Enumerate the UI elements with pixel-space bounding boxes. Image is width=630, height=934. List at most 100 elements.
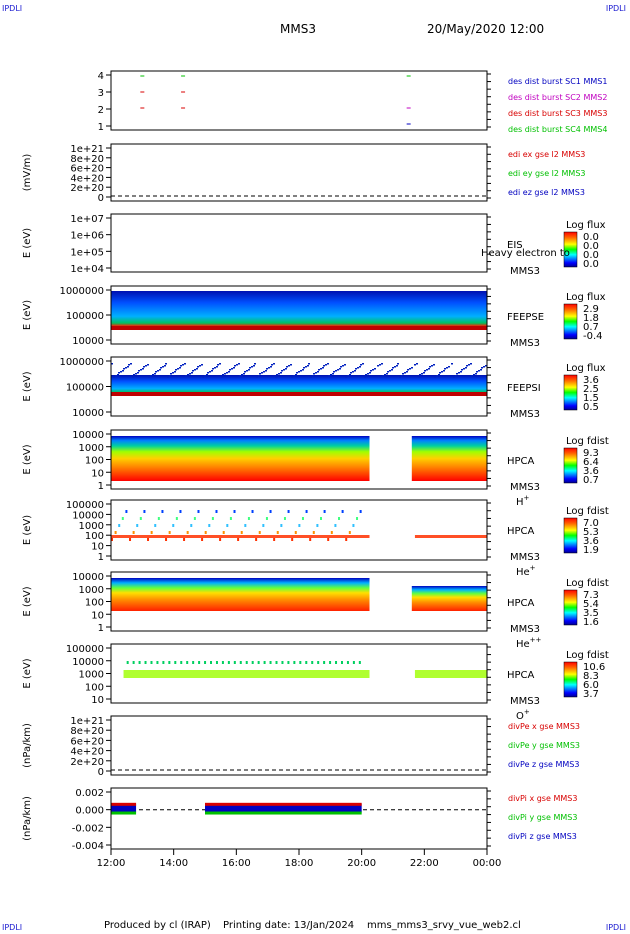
- feepsi-speckle: [418, 376, 420, 378]
- y-tick-label: 0: [98, 193, 104, 204]
- colorbar-tick: 1.5: [583, 393, 599, 404]
- legend-entry: des dist burst SC4 MMS4: [508, 125, 607, 134]
- y-tick-label: 1e+05: [70, 247, 104, 258]
- legend-entry: divPi y gse MMS3: [508, 813, 577, 822]
- panel-frame: [110, 787, 488, 850]
- feepsi-speckle: [357, 367, 359, 369]
- feepsi-speckle: [127, 366, 129, 368]
- feepsi-speckle: [364, 376, 366, 378]
- colorbar-tick: 3.6: [583, 536, 599, 547]
- hpca-o-speck: [275, 661, 278, 664]
- hpca-o-speck: [156, 661, 159, 664]
- colorbar-tick: 8.3: [583, 671, 599, 682]
- feepsi-speckle: [409, 368, 411, 370]
- hpca-o-speck: [227, 661, 230, 664]
- feepsi-speckle: [212, 368, 214, 370]
- y-axis-label: E (eV): [22, 515, 33, 545]
- feepsi-speckle: [283, 369, 285, 371]
- colorbar-tick: 0.0: [583, 250, 599, 261]
- feepsi-speckle: [429, 366, 431, 368]
- y-tick-label: 1000: [79, 521, 104, 532]
- feepsi-speckle: [172, 372, 174, 374]
- feepsi-speckle: [159, 369, 161, 371]
- feepsi-speckle: [453, 376, 455, 378]
- feepsi-speckle: [194, 369, 196, 371]
- y-tick-label: 100: [85, 456, 104, 467]
- hpca-he-speck: [247, 517, 250, 520]
- feepsi-speckle: [185, 375, 187, 377]
- hpca-he-speck: [301, 517, 304, 520]
- y-tick-label: 1: [98, 552, 104, 563]
- hpca-o-speck: [245, 661, 248, 664]
- y-tick-label: 10000: [72, 336, 104, 347]
- hpca-he-speck: [251, 510, 254, 513]
- hpca-o-speck: [174, 661, 177, 664]
- hpca-o-band: [123, 670, 370, 678]
- feepsi-speckle: [132, 376, 134, 378]
- hpca-he-speck: [269, 510, 272, 513]
- feepsi-speckle: [468, 364, 470, 366]
- feepsi-speckle: [481, 367, 483, 369]
- hpca-he-speck: [157, 517, 160, 520]
- feepsi-speckle: [248, 369, 250, 371]
- x-tick-label: 16:00: [222, 858, 251, 869]
- feepsi-speckle: [394, 366, 396, 368]
- hpca-he-speck: [147, 538, 150, 541]
- legend-entry: edi ey gse l2 MMS3: [508, 169, 586, 178]
- hpca-he-speck: [327, 538, 330, 541]
- feepsi-speckle: [381, 363, 383, 365]
- y-tick-label: 1e+21: [70, 716, 104, 727]
- feepsi-speckle: [290, 364, 292, 366]
- feepsi-speckle: [254, 363, 256, 365]
- feepsi-speckle: [111, 363, 113, 365]
- divpi-z-trace: [205, 803, 362, 813]
- hpca-he-speck: [287, 510, 290, 513]
- species-label: H+: [516, 494, 530, 508]
- feepsi-speckle: [340, 366, 342, 368]
- feepsi-speckle: [221, 376, 223, 378]
- feepsi-speckle: [419, 374, 421, 376]
- feepsi-speckle: [214, 367, 216, 369]
- feepsi-speckle: [152, 374, 154, 376]
- hpca-o-speck: [329, 661, 332, 664]
- feepsi-speckle: [224, 373, 226, 375]
- divpi-y-trace: [205, 811, 362, 815]
- feepsi-speckle: [323, 365, 325, 367]
- feepsi-speckle: [476, 371, 478, 373]
- hpca-he-speck: [121, 517, 124, 520]
- colorbar-tick: 7.3: [583, 590, 599, 601]
- feepsi-speckle: [276, 374, 278, 376]
- feepsi-speckle: [291, 376, 293, 378]
- feepsi-speckle: [315, 372, 317, 374]
- feepsi-speckle: [278, 373, 280, 375]
- y-tick-label: 6e+20: [70, 164, 104, 175]
- feepsi-speckle: [233, 367, 235, 369]
- feepsi-speckle: [209, 371, 211, 373]
- feepsi-speckle: [471, 375, 473, 377]
- feepsi-speckle: [391, 369, 393, 371]
- feepsi-speckle: [441, 371, 443, 373]
- legend-entry: divPe z gse MMS3: [508, 760, 579, 769]
- feepsi-speckle: [123, 368, 125, 370]
- colorbar-tick: 1.6: [583, 617, 599, 628]
- panel-feepse: 1000000 100000 10000 E (eV) FEEPSE MMS3 Log fl…: [22, 285, 606, 349]
- legend-entry: divPe y gse MMS3: [508, 741, 580, 750]
- feepsi-speckle: [142, 368, 144, 370]
- corner-tag-bottom-right: IPDLI: [605, 923, 626, 932]
- feepsi-speckle: [155, 371, 157, 373]
- y-tick-label: 10: [91, 542, 104, 553]
- hpca-he-speck: [345, 538, 348, 541]
- y-tick-label: 1e+06: [70, 231, 104, 242]
- feepsi-speckle: [352, 371, 354, 373]
- feepsi-speckle: [318, 369, 320, 371]
- feepsi-speckle: [369, 372, 371, 374]
- y-tick-label: 100: [85, 531, 104, 542]
- y-tick-label: 10: [91, 468, 104, 479]
- divpi-x-trace: [111, 802, 137, 806]
- x-tick-label: 14:00: [159, 858, 188, 869]
- hpca-he-speck: [165, 538, 168, 541]
- hpca-he-speck: [305, 510, 308, 513]
- feepsi-speckle: [184, 363, 186, 365]
- hpca-o-speck: [168, 661, 171, 664]
